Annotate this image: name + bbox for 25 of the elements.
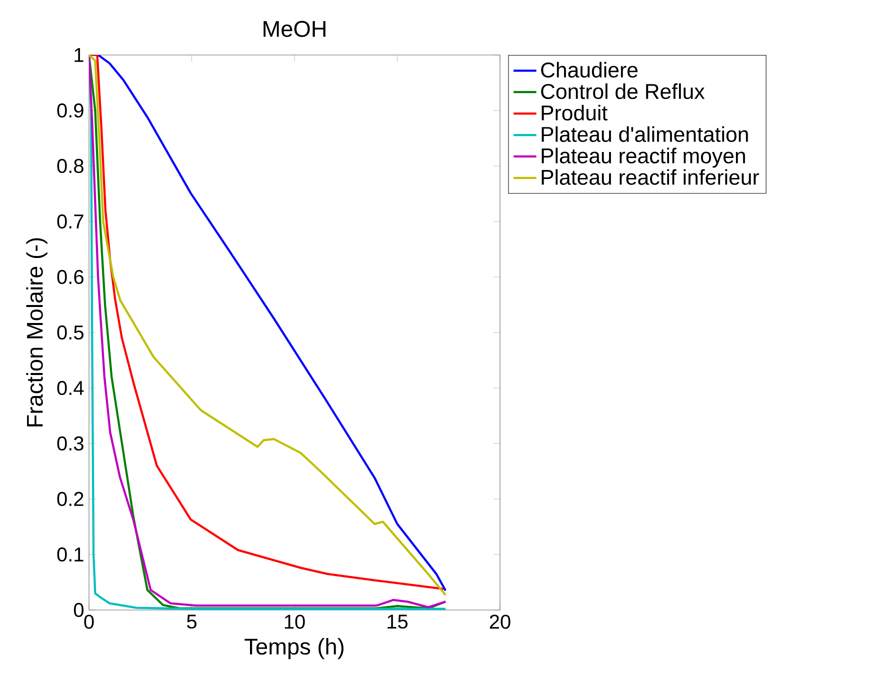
chart-title: MeOH	[264, 20, 326, 37]
y-tick-label: 0.1	[57, 547, 84, 562]
y-tick-label: 0.4	[57, 380, 84, 396]
x-tick-label: 15	[388, 614, 408, 629]
legend-label: Plateau reactif inferieur	[542, 169, 760, 185]
y-tick-label: 0.7	[57, 214, 84, 229]
y-tick-label: 0.9	[57, 103, 84, 118]
legend-label: Plateau d'alimentation	[542, 126, 748, 142]
y-tick-label: 1	[74, 48, 84, 62]
legend-label: Plateau reactif moyen	[542, 148, 745, 168]
y-tick-label: 0.8	[57, 158, 84, 174]
legend-label: Produit	[542, 104, 608, 121]
x-axis-title: Temps (h)	[244, 638, 344, 660]
legend-label: Control de Reflux	[541, 83, 705, 100]
legend-label: Chaudiere	[541, 62, 638, 78]
y-tick-label: 0.3	[57, 436, 84, 451]
y-axis-title: Fraction Molaire (-)	[26, 238, 48, 426]
x-tick-label: 0	[84, 614, 94, 629]
y-tick-label: 0	[74, 602, 84, 618]
y-tick-label: 0.2	[57, 492, 84, 506]
y-tick-label: 0.5	[57, 325, 84, 340]
y-tick-label: 0.6	[57, 270, 84, 284]
x-tick-label: 10	[284, 614, 305, 629]
x-tick-label: 5	[186, 614, 196, 629]
x-tick-label: 20	[490, 614, 510, 629]
